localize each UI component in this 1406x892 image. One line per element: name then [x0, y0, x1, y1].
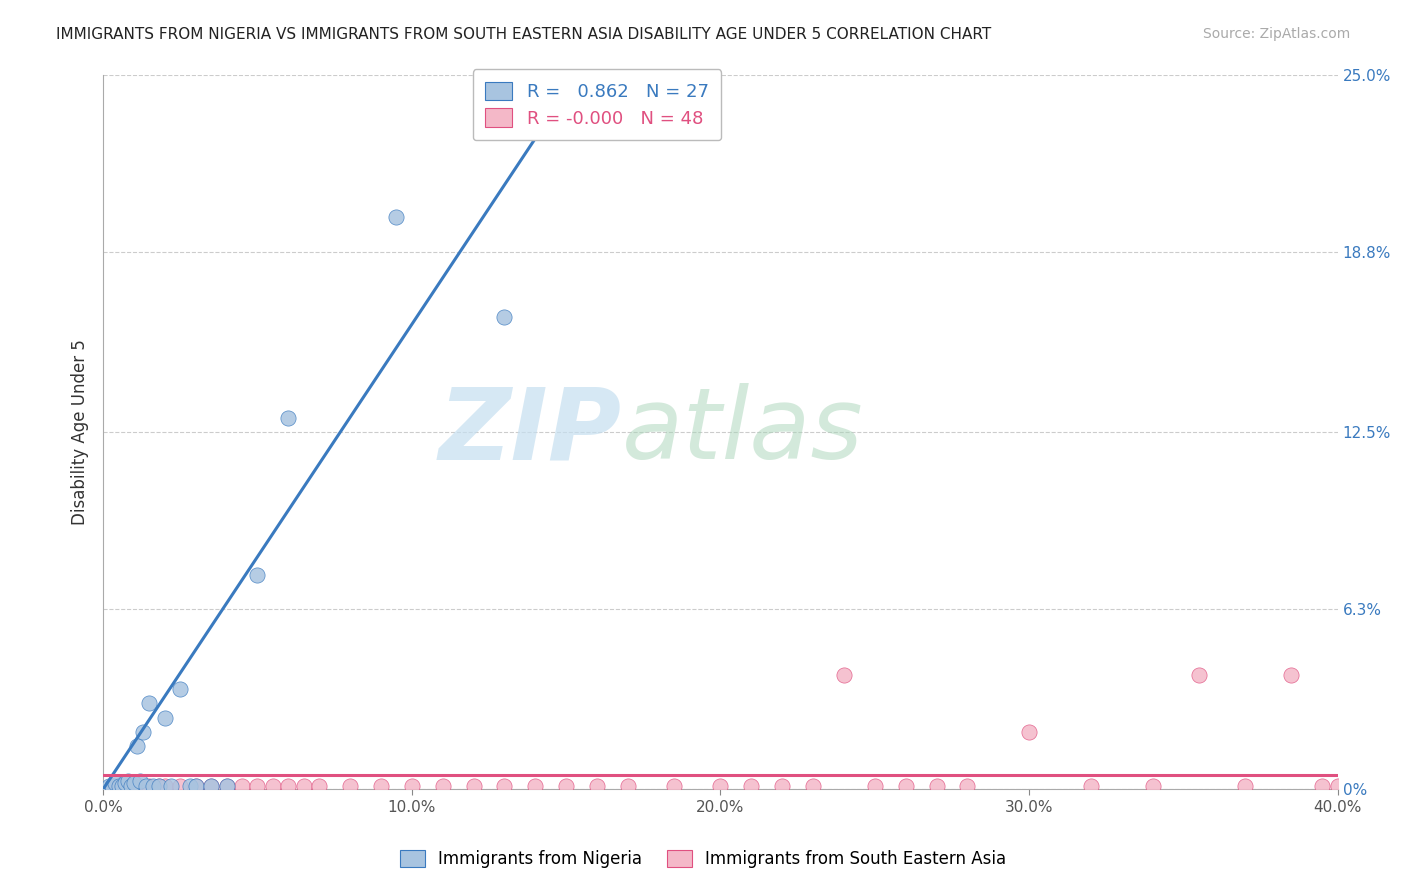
Point — [122, 776, 145, 790]
Point — [114, 776, 136, 790]
Text: ZIP: ZIP — [439, 384, 621, 480]
Point — [1080, 779, 1102, 793]
Point — [101, 779, 124, 793]
Point — [740, 779, 762, 793]
Point — [138, 697, 160, 711]
Point — [1018, 725, 1040, 739]
Point — [339, 779, 361, 793]
Point — [1188, 668, 1211, 682]
Point — [246, 567, 269, 582]
Point — [1310, 779, 1333, 793]
Point — [401, 779, 423, 793]
Point — [101, 779, 124, 793]
Point — [385, 211, 408, 225]
Point — [114, 779, 136, 793]
Point — [463, 779, 485, 793]
Text: Source: ZipAtlas.com: Source: ZipAtlas.com — [1202, 27, 1350, 41]
Point — [494, 310, 516, 325]
Point — [135, 779, 157, 793]
Point — [617, 779, 640, 793]
Point — [104, 779, 127, 793]
Text: atlas: atlas — [621, 384, 863, 480]
Point — [801, 779, 824, 793]
Point — [148, 779, 170, 793]
Point — [292, 779, 315, 793]
Point — [956, 779, 979, 793]
Point — [1142, 779, 1164, 793]
Point — [184, 779, 207, 793]
Point — [98, 779, 121, 793]
Point — [231, 779, 253, 793]
Point — [111, 779, 134, 793]
Point — [555, 779, 578, 793]
Text: IMMIGRANTS FROM NIGERIA VS IMMIGRANTS FROM SOUTH EASTERN ASIA DISABILITY AGE UND: IMMIGRANTS FROM NIGERIA VS IMMIGRANTS FR… — [56, 27, 991, 42]
Point — [586, 779, 609, 793]
Point — [709, 779, 731, 793]
Y-axis label: Disability Age Under 5: Disability Age Under 5 — [72, 339, 89, 524]
Point — [200, 779, 222, 793]
Point — [148, 779, 170, 793]
Point — [129, 779, 152, 793]
Legend: R =   0.862   N = 27, R = -0.000   N = 48: R = 0.862 N = 27, R = -0.000 N = 48 — [472, 70, 721, 140]
Point — [832, 668, 855, 682]
Point — [246, 779, 269, 793]
Point — [125, 739, 148, 754]
Point — [132, 725, 155, 739]
Point — [169, 682, 191, 697]
Point — [179, 779, 201, 793]
Point — [120, 779, 142, 793]
Point — [1234, 779, 1257, 793]
Point — [1326, 779, 1348, 793]
Point — [277, 779, 299, 793]
Point — [524, 779, 547, 793]
Point — [122, 779, 145, 793]
Point — [494, 779, 516, 793]
Point — [141, 779, 163, 793]
Point — [104, 776, 127, 790]
Point — [262, 779, 284, 793]
Point — [894, 779, 917, 793]
Point — [200, 779, 222, 793]
Point — [215, 779, 238, 793]
Legend: Immigrants from Nigeria, Immigrants from South Eastern Asia: Immigrants from Nigeria, Immigrants from… — [392, 843, 1014, 875]
Point — [169, 779, 191, 793]
Point — [184, 779, 207, 793]
Point — [370, 779, 392, 793]
Point — [1281, 668, 1303, 682]
Point — [770, 779, 793, 793]
Point — [863, 779, 886, 793]
Point — [925, 779, 948, 793]
Point — [215, 779, 238, 793]
Point — [117, 773, 139, 788]
Point — [107, 779, 129, 793]
Point — [138, 779, 160, 793]
Point — [160, 779, 183, 793]
Point — [153, 779, 176, 793]
Point — [432, 779, 454, 793]
Point — [117, 779, 139, 793]
Point — [129, 773, 152, 788]
Point — [107, 779, 129, 793]
Point — [308, 779, 330, 793]
Point — [153, 711, 176, 725]
Point — [662, 779, 685, 793]
Point — [277, 410, 299, 425]
